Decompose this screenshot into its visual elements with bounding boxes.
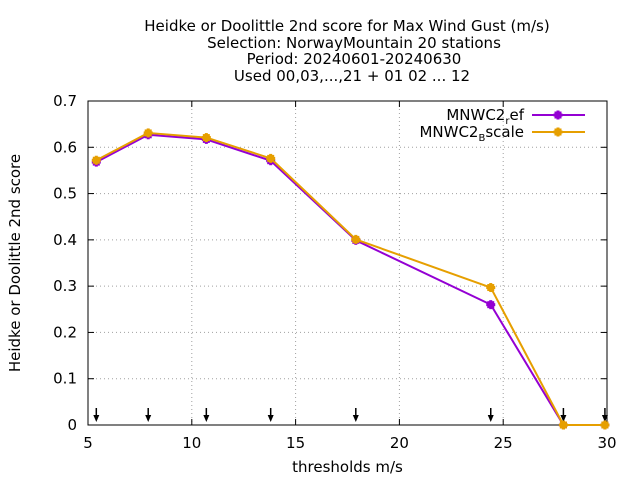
y-tick-label: 0.7 bbox=[53, 92, 77, 110]
y-tick-label: 0.4 bbox=[53, 231, 77, 249]
threshold-arrow bbox=[203, 408, 210, 422]
legend-entry-1: MNWC2ref bbox=[446, 106, 585, 127]
legend-entry-2: MNWC2Bscale bbox=[419, 123, 585, 144]
y-tick-label: 0.3 bbox=[53, 277, 77, 295]
x-tick-label: 10 bbox=[182, 434, 201, 452]
threshold-arrow bbox=[487, 408, 494, 422]
series bbox=[91, 128, 610, 430]
x-tick-label: 20 bbox=[390, 434, 409, 452]
series-1 bbox=[91, 130, 610, 430]
x-tick-label: 5 bbox=[83, 434, 93, 452]
threshold-arrow bbox=[560, 408, 567, 422]
plot-frame bbox=[87, 100, 608, 426]
x-tick-label: 30 bbox=[597, 434, 616, 452]
y-tick-label: 0 bbox=[67, 416, 77, 434]
threshold-arrows bbox=[93, 408, 608, 422]
y-axis-label: Heidke or Doolittle 2nd score bbox=[6, 154, 24, 372]
legend-label: MNWC2Bscale bbox=[419, 123, 524, 144]
chart-title: Heidke or Doolittle 2nd score for Max Wi… bbox=[144, 17, 549, 85]
grid bbox=[88, 101, 607, 425]
y-tick-label: 0.2 bbox=[53, 323, 77, 341]
x-axis-label: thresholds m/s bbox=[292, 458, 403, 476]
title-line-4: Used 00,03,...,21 + 01 02 ... 12 bbox=[234, 67, 470, 85]
series-2 bbox=[91, 128, 610, 430]
series-line bbox=[95, 131, 605, 426]
threshold-arrow bbox=[93, 408, 100, 422]
x-tick-label: 15 bbox=[286, 434, 305, 452]
title-line-3: Period: 20240601-20240630 bbox=[247, 50, 462, 68]
y-tick-label: 0.5 bbox=[53, 185, 77, 203]
threshold-arrow bbox=[601, 408, 608, 422]
legend-label: MNWC2ref bbox=[446, 106, 524, 127]
y-tick-label: 0.6 bbox=[53, 138, 77, 156]
threshold-arrow bbox=[352, 408, 359, 422]
series-line bbox=[95, 133, 605, 426]
axis-ticks: 5 10 15 20 25 30 0 0.1 0.2 0.3 0.4 0.5 0.6 0.7 bbox=[53, 92, 616, 452]
title-line-2: Selection: NorwayMountain 20 stations bbox=[207, 34, 501, 52]
title-line-1: Heidke or Doolittle 2nd score for Max Wi… bbox=[144, 17, 549, 35]
threshold-arrow bbox=[145, 408, 152, 422]
x-tick-label: 25 bbox=[494, 434, 513, 452]
threshold-arrow bbox=[267, 408, 274, 422]
y-tick-label: 0.1 bbox=[53, 370, 77, 388]
